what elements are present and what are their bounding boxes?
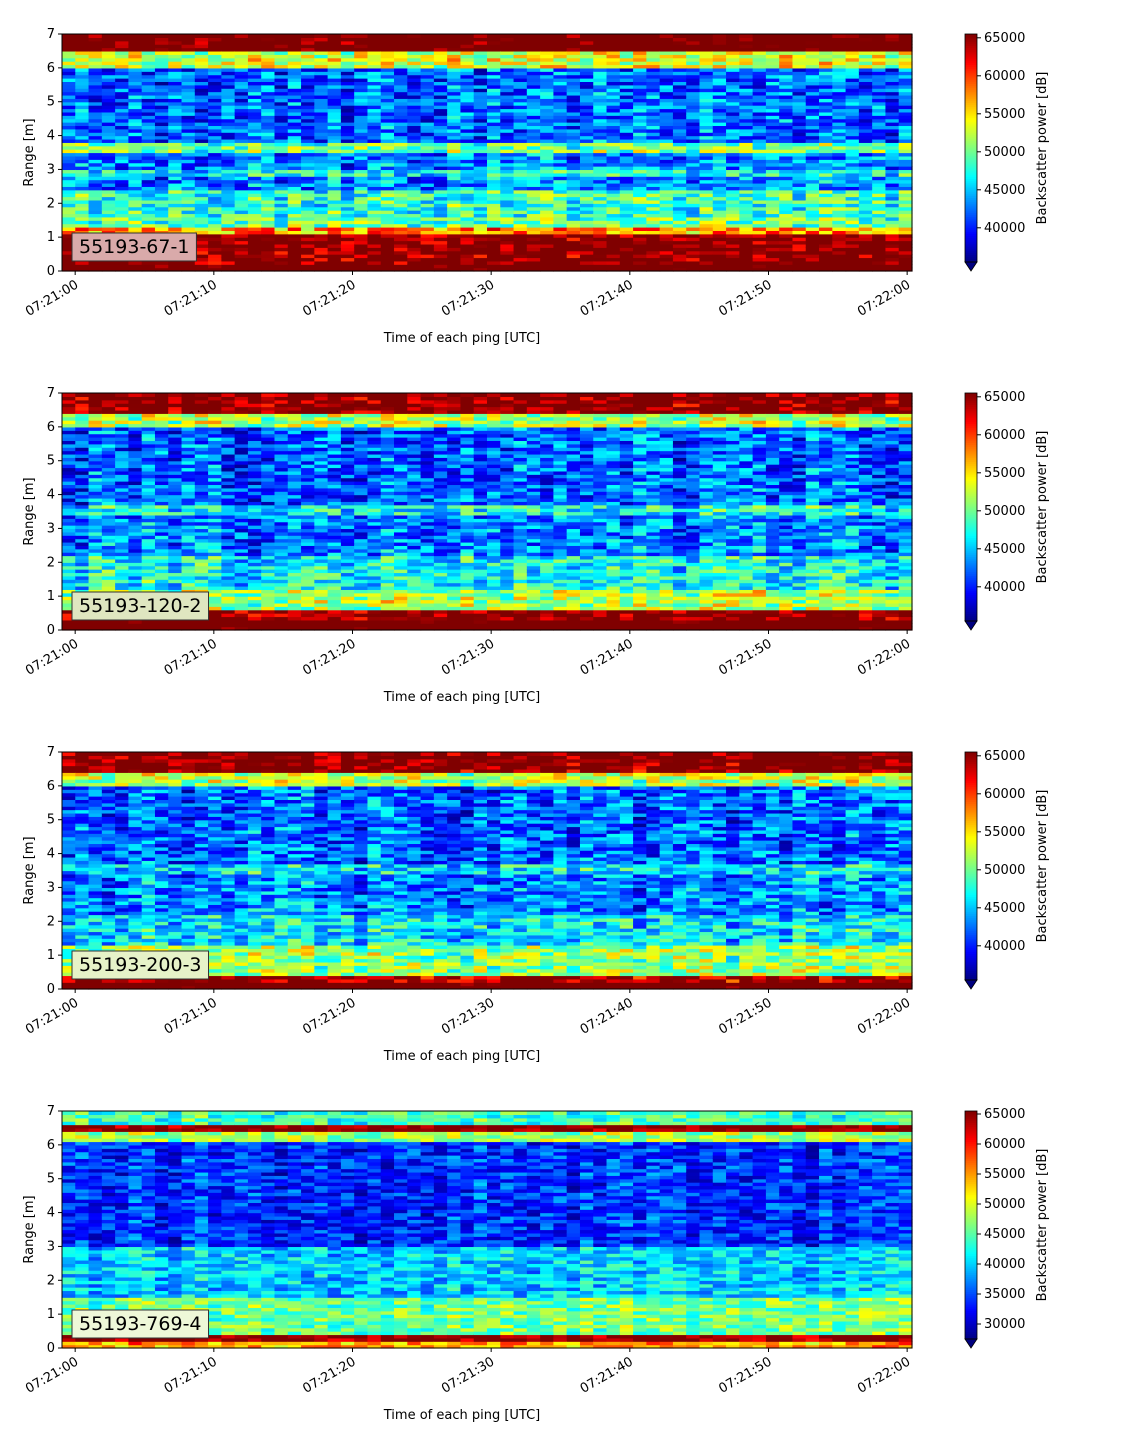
heatmap-cell [62,34,76,38]
heatmap-cell [593,34,607,38]
x-tick-label: 07:21:40 [578,277,636,319]
heatmap-cell [872,34,886,38]
heatmap-cell [460,34,474,38]
heatmap-cell [567,34,581,38]
heatmap-cell [846,34,860,38]
heatmap-cell [474,34,488,38]
y-tick-label: 0 [47,264,55,279]
colorbar-tick-label: 50000 [984,145,1025,160]
heatmap-cell [700,34,714,38]
heatmap-cell [288,34,302,38]
heatmap-cell [832,34,846,38]
heatmap-cell [195,34,209,38]
colorbar-label: Backscatter power [dB] [1035,72,1050,225]
heatmap-cell [354,34,368,38]
heatmap-cell [500,34,514,38]
heatmap-cell [89,34,103,38]
heatmap-cell [367,34,381,38]
heatmap-cell [341,34,355,38]
y-tick-label: 7 [47,27,55,42]
heatmap-cell [487,34,501,38]
colorbar-tick-label: 40000 [984,221,1025,236]
heatmap-cell [713,34,727,38]
y-tick-label: 5 [47,95,55,110]
heatmap-cell [766,34,780,38]
colorbar-tick-label: 45000 [984,183,1025,198]
heatmap-cell [885,34,899,38]
colorbar-tick-label: 65000 [984,31,1025,46]
heatmap-cell [275,34,289,38]
heatmap-cell [646,34,660,38]
heatmap-cell [407,34,421,38]
heatmap-cell [142,34,156,38]
x-tick-label: 07:21:00 [23,277,81,319]
heatmap-cell [819,34,833,38]
heatmap-cell [434,34,448,38]
x-tick-label: 07:21:10 [162,277,220,319]
heatmap-cell [381,34,395,38]
y-tick-label: 4 [47,129,55,144]
heatmap-cell [235,34,249,38]
heatmap-cell [660,34,674,38]
heatmap-cell [328,34,342,38]
heatmap-cell [540,34,554,38]
heatmap-cell [620,34,634,38]
y-tick-label: 6 [47,61,55,76]
x-tick-label: 07:21:20 [300,277,358,319]
colorbar-extend-min [965,262,977,271]
heatmap-cell [580,34,594,38]
heatmap-cell [779,34,793,38]
sample-label: 55193-67-1 [79,236,189,258]
heatmap-cell [221,34,235,38]
heatmap-cell [168,34,182,38]
colorbar-1: 40000 45000 50000 55000 60000 65000 Backscatte… [965,31,1050,271]
heatmap-cell [182,34,196,38]
y-tick-label: 1 [47,230,55,245]
heatmap-cell [314,34,328,38]
x-tick-label: 07:22:00 [855,277,913,319]
heatmap-cell [527,34,541,38]
heatmap-cell [806,34,820,38]
heatmap-cell [514,34,528,38]
heatmap-cell [394,34,408,38]
heatmap-cell [89,393,103,397]
heatmap-cell [686,34,700,38]
heatmap-cell [208,34,222,38]
heatmap-cell [62,393,76,397]
heatmap-cell [155,34,169,38]
heatmap-cell [739,34,753,38]
heatmap-cell [75,393,89,397]
colorbar-tick-label: 55000 [984,107,1025,122]
heatmap-cell [115,34,129,38]
heatmap-cell [792,34,806,38]
y-axis-label: Range [m] [22,118,37,186]
heatmap-cell [753,34,767,38]
x-tick-label: 07:21:50 [716,277,774,319]
x-tick-label: 07:21:30 [439,277,497,319]
heatmap-cell [633,34,647,38]
y-tick-label: 3 [47,162,55,177]
heatmap-cell [261,34,275,38]
heatmap-cell [726,34,740,38]
heatmap-cell [75,34,89,38]
heatmap-cell [248,34,262,38]
heatmap-cell [447,34,461,38]
heatmap-cell [102,34,116,38]
colorbar-tick-label: 60000 [984,69,1025,84]
heatmap-cell [899,34,913,38]
y-tick-label: 2 [47,196,55,211]
heatmap-cell [102,393,116,397]
heatmap-cell [673,34,687,38]
heatmap-cell [128,34,142,38]
subplot-1: 0 1 2 3 4 5 6 7 07:21:00 07:21:10 07:21:20 07:21:30… [22,27,1050,346]
x-axis-label: Time of each ping [UTC] [383,331,541,346]
heatmap-cell [301,34,315,38]
heatmap-cell [421,34,435,38]
heatmap-cell [607,34,621,38]
heatmap-cell [553,34,567,38]
heatmap-cell [859,34,873,38]
